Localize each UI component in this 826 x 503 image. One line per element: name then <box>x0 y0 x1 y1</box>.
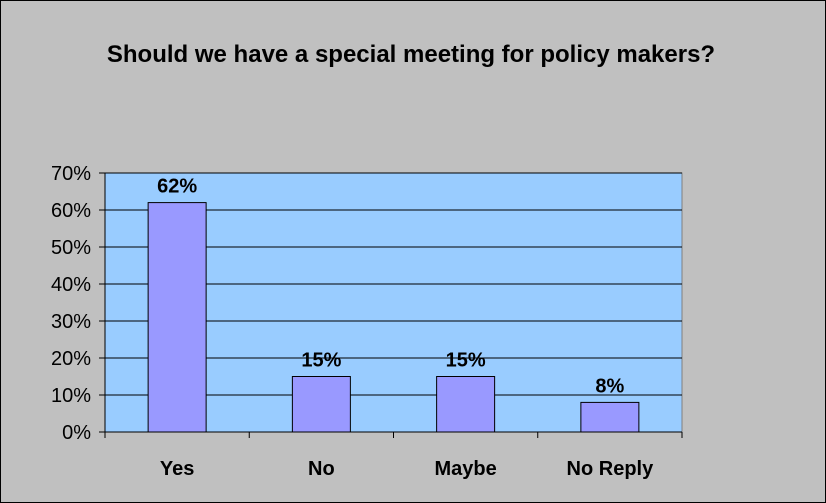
y-tick-label: 60% <box>51 200 91 222</box>
axes <box>99 172 683 438</box>
data-label: 8% <box>595 375 624 397</box>
category-label: No <box>308 458 335 480</box>
y-tick-label: 10% <box>51 385 91 407</box>
bar-yes <box>147 202 207 433</box>
bar-no-reply <box>580 401 640 433</box>
bar-no <box>291 376 351 433</box>
y-tick-label: 30% <box>51 311 91 333</box>
category-label: Maybe <box>435 458 497 480</box>
y-tick-label: 20% <box>51 348 91 370</box>
y-tick-label: 70% <box>51 163 91 185</box>
chart-title: Should we have a special meeting for pol… <box>106 41 716 68</box>
data-label: 15% <box>301 350 341 372</box>
category-label: No Reply <box>567 458 655 480</box>
y-tick-label: 40% <box>51 274 91 296</box>
y-tick-label: 50% <box>51 237 91 259</box>
bar-maybe <box>436 376 496 433</box>
y-tick-label: 0% <box>62 422 91 444</box>
labels: 0% 10% 20% 30% 40% 50% 60% 70% 62% Yes 15% No 15% May… <box>51 163 654 480</box>
category-label: Yes <box>160 458 194 480</box>
data-label: 62% <box>157 176 197 198</box>
data-label: 15% <box>446 350 486 372</box>
